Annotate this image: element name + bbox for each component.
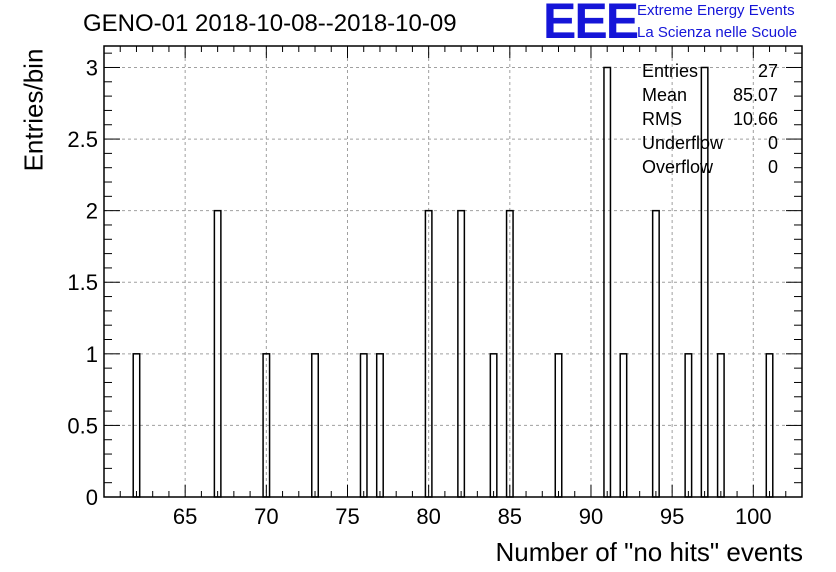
x-tick-label: 95 [660, 504, 684, 529]
stat-row-underflow: Underflow 0 [642, 132, 778, 156]
stat-value: 85.07 [732, 85, 778, 105]
stat-value: 0 [767, 133, 778, 153]
stat-label: Entries [642, 61, 699, 81]
x-tick-label: 90 [579, 504, 603, 529]
y-axis-label: Entries/bin [18, 48, 49, 172]
x-tick-label: 100 [735, 504, 772, 529]
y-tick-label: 0 [86, 485, 98, 510]
eee-logo: EEE [543, 0, 639, 49]
x-tick-label: 70 [254, 504, 278, 529]
stat-row-mean: Mean 85.07 [642, 84, 778, 108]
y-tick-label: 1.5 [67, 270, 98, 295]
y-tick-label: 1 [86, 342, 98, 367]
stats-box: Entries 27 Mean 85.07 RMS 10.66 Underflo… [642, 60, 778, 180]
stat-value: 10.66 [732, 109, 778, 129]
y-tick-label: 2.5 [67, 127, 98, 152]
x-tick-label: 75 [335, 504, 359, 529]
stat-label: Overflow [642, 157, 714, 177]
logo-subtitle-line1: Extreme Energy Events [637, 2, 795, 19]
stat-row-entries: Entries 27 [642, 60, 778, 84]
stat-row-rms: RMS 10.66 [642, 108, 778, 132]
stat-row-overflow: Overflow 0 [642, 156, 778, 180]
chart-title: GENO-01 2018-10-08--2018-10-09 [83, 10, 457, 37]
x-tick-label: 80 [416, 504, 440, 529]
stat-value: 0 [767, 157, 778, 177]
x-axis-label: Number of "no hits" events [495, 537, 804, 567]
stat-label: Mean [642, 85, 688, 105]
logo-subtitle-line2: La Scienza nelle Scuole [637, 24, 798, 41]
y-tick-label: 3 [86, 55, 98, 80]
stat-label: Underflow [642, 133, 724, 153]
stat-label: RMS [642, 109, 682, 129]
y-tick-label: 2 [86, 199, 98, 224]
x-tick-label: 65 [173, 504, 197, 529]
x-tick-label: 85 [498, 504, 522, 529]
plot-frame [103, 45, 803, 498]
y-tick-label: 0.5 [67, 413, 98, 438]
stat-value: 27 [757, 61, 778, 81]
